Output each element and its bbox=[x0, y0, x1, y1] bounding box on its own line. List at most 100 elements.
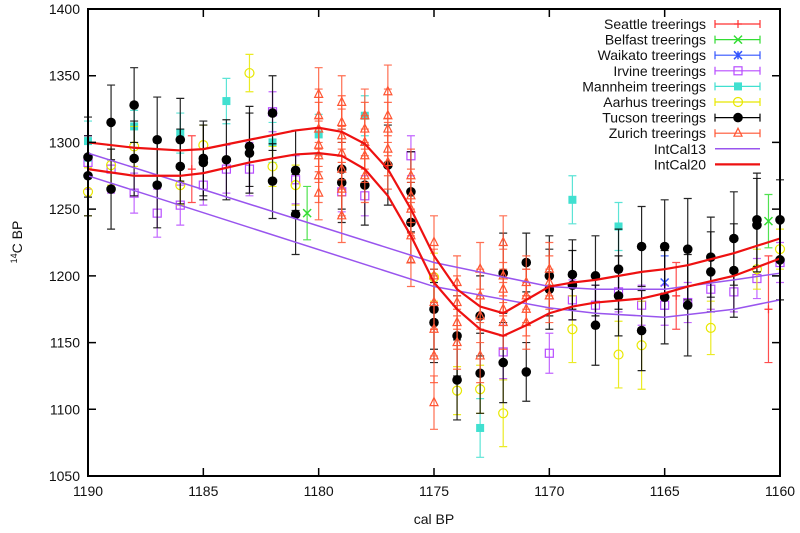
legend-marker bbox=[733, 66, 743, 76]
data-point bbox=[175, 161, 186, 172]
legend-item: Zurich treerings bbox=[609, 125, 761, 141]
data-point bbox=[221, 154, 232, 165]
y-axis-label-sup: 14 bbox=[9, 253, 19, 263]
legend-marker bbox=[734, 20, 742, 28]
data-point bbox=[336, 209, 347, 220]
legend-label: Mannheim treerings bbox=[582, 78, 706, 94]
data-point bbox=[706, 267, 716, 277]
data-point bbox=[475, 349, 486, 360]
legend-item: Irvine treerings bbox=[613, 63, 761, 79]
data-point bbox=[544, 348, 554, 358]
data-point bbox=[405, 253, 416, 264]
x-tick-label: 1175 bbox=[419, 483, 449, 499]
intcal20-lower-line bbox=[87, 151, 781, 338]
data-point bbox=[106, 117, 116, 128]
legend-line bbox=[714, 66, 761, 75]
data-point bbox=[452, 375, 462, 385]
data-point bbox=[129, 100, 139, 110]
error-bar bbox=[430, 375, 438, 430]
error-bar bbox=[245, 53, 254, 93]
y-tick-label: 1400 bbox=[49, 1, 80, 17]
x-tick-label: 1180 bbox=[304, 483, 334, 499]
legend-line bbox=[714, 129, 761, 138]
legend-item: IntCal13 bbox=[654, 141, 760, 157]
error-bar bbox=[522, 295, 531, 350]
x-tick-label: 1165 bbox=[650, 483, 680, 499]
data-point bbox=[636, 241, 647, 252]
data-point bbox=[568, 195, 577, 204]
legend-marker bbox=[732, 96, 744, 108]
legend-item: IntCal20 bbox=[654, 156, 760, 172]
y-tick-label: 1100 bbox=[50, 401, 80, 417]
data-point bbox=[498, 236, 509, 247]
y-tick-label: 1350 bbox=[49, 68, 80, 84]
data-point bbox=[290, 209, 301, 220]
y-axis-label: 14C BP bbox=[9, 221, 25, 264]
data-point bbox=[672, 291, 681, 300]
legend-label: Waikato treerings bbox=[598, 47, 706, 63]
data-point bbox=[429, 236, 439, 247]
legend-item: Waikato treerings bbox=[598, 47, 761, 63]
data-point bbox=[267, 176, 278, 186]
legend-label: IntCal13 bbox=[654, 141, 706, 157]
data-point bbox=[244, 67, 255, 79]
data-point bbox=[244, 148, 255, 158]
error-bar bbox=[383, 135, 392, 190]
intcal20-upper-line bbox=[87, 126, 781, 315]
axis-ticks: 1190 1185 1180 1175 1170 1165 1160 1050 1100 1150… bbox=[49, 1, 795, 499]
y-tick-label: 1250 bbox=[49, 201, 80, 217]
error-bar bbox=[314, 165, 323, 221]
data-point bbox=[187, 165, 196, 174]
y-tick-label: 1300 bbox=[49, 134, 80, 150]
legend-label: IntCal20 bbox=[654, 156, 706, 172]
legend-marker bbox=[733, 50, 743, 60]
data-point bbox=[729, 265, 739, 276]
series-belfast bbox=[302, 185, 773, 249]
intcal13-lower-line bbox=[87, 175, 781, 318]
legend-label: Irvine treerings bbox=[613, 63, 706, 79]
data-point bbox=[682, 300, 693, 311]
data-point bbox=[682, 244, 693, 254]
legend-item: Tucson treerings bbox=[602, 110, 761, 126]
y-tick-label: 1150 bbox=[50, 335, 80, 351]
data-point bbox=[382, 156, 393, 167]
data-point bbox=[313, 186, 324, 197]
data-point bbox=[302, 208, 312, 218]
x-tick-label: 1170 bbox=[534, 483, 564, 499]
legend-item: Aarhus treerings bbox=[603, 94, 761, 110]
legend-label: Tucson treerings bbox=[602, 110, 706, 126]
y-axis-label-main: C BP bbox=[9, 221, 25, 254]
y-tick-label: 1200 bbox=[49, 268, 80, 284]
x-tick-label: 1190 bbox=[73, 483, 103, 499]
data-point bbox=[636, 325, 647, 336]
error-bar bbox=[499, 295, 508, 350]
x-axis-label: cal BP bbox=[414, 511, 454, 527]
legend-marker bbox=[733, 126, 743, 137]
legend-label: Belfast treerings bbox=[605, 32, 706, 48]
data-point bbox=[452, 336, 463, 347]
data-point bbox=[129, 153, 139, 164]
data-point bbox=[222, 97, 231, 106]
legend-label: Seattle treerings bbox=[604, 16, 706, 32]
data-point bbox=[152, 180, 162, 190]
legend-item: Belfast treerings bbox=[605, 32, 761, 48]
legend-marker bbox=[733, 35, 743, 45]
data-point bbox=[705, 322, 716, 333]
x-tick-label: 1160 bbox=[765, 483, 795, 499]
series-zurich bbox=[313, 64, 555, 430]
legend-marker bbox=[734, 82, 742, 91]
series-mannheim bbox=[84, 77, 623, 458]
legend-label: Zurich treerings bbox=[609, 125, 706, 141]
data-point bbox=[429, 349, 439, 360]
data-point bbox=[752, 220, 762, 230]
legend-item: Mannheim treerings bbox=[582, 78, 761, 94]
data-point bbox=[614, 222, 623, 231]
data-point bbox=[763, 216, 773, 226]
data-point bbox=[764, 305, 773, 314]
error-bar bbox=[453, 315, 462, 370]
data-point bbox=[613, 349, 624, 360]
data-point bbox=[429, 396, 439, 407]
data-point bbox=[613, 291, 624, 301]
